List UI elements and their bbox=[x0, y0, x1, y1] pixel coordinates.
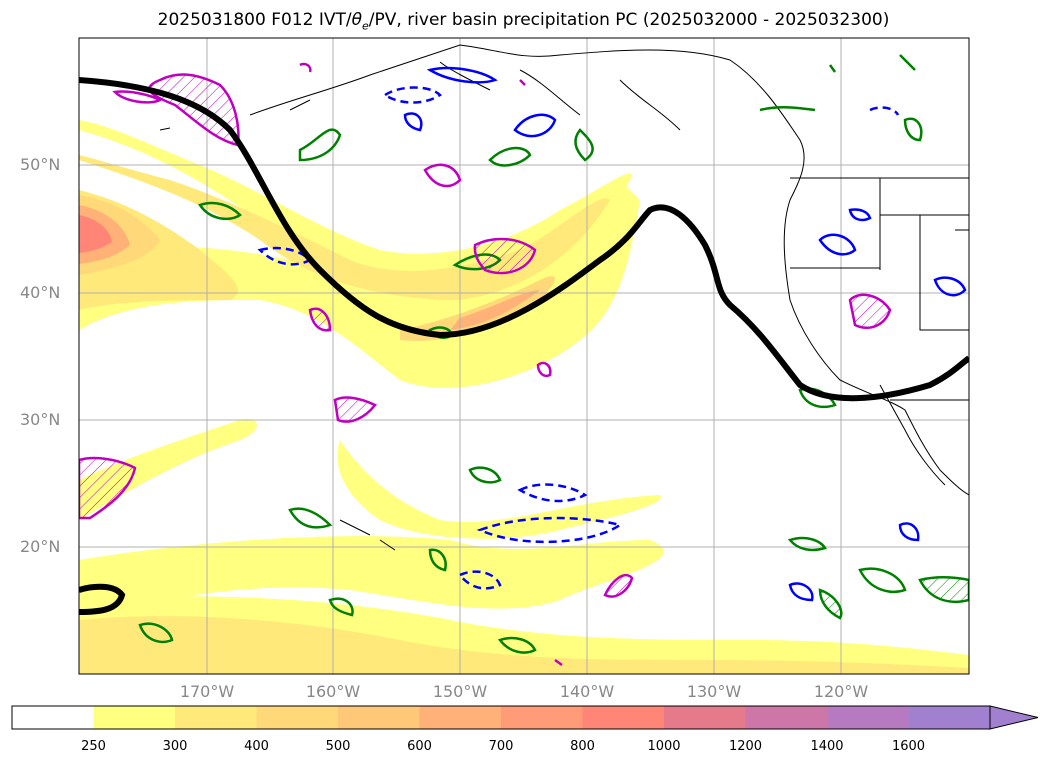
jet-stream-line-sw bbox=[79, 583, 126, 615]
colorbar-outline bbox=[11, 705, 991, 730]
colorbar-segment bbox=[501, 706, 583, 729]
colorbar-segment bbox=[12, 706, 94, 729]
colorbar-segment bbox=[664, 706, 746, 729]
jet-stream-line bbox=[79, 77, 969, 402]
ivt-shading bbox=[79, 120, 969, 674]
colorbar-segment bbox=[908, 706, 991, 729]
colorbar-segment bbox=[175, 706, 257, 729]
colorbar-tick-label: 600 bbox=[407, 739, 432, 754]
lat-label-20n: 20°N bbox=[20, 537, 61, 556]
colorbar-tick-label: 1000 bbox=[647, 739, 681, 754]
lon-label-150w: 150°W bbox=[432, 682, 488, 701]
colorbar-tick-label: 1600 bbox=[891, 739, 926, 754]
coastlines bbox=[159, 44, 969, 551]
lat-label-50n: 50°N bbox=[20, 155, 61, 174]
colorbar-segment bbox=[93, 706, 176, 729]
colorbar-tick-label: 250 bbox=[81, 739, 106, 754]
colorbar-segment bbox=[827, 706, 909, 729]
colorbar-tick-label: 800 bbox=[570, 739, 595, 754]
colorbar-tick-label: 1400 bbox=[810, 739, 844, 754]
map-frame bbox=[78, 37, 970, 675]
colorbar-segment bbox=[256, 706, 339, 729]
colorbar-tick-label: 500 bbox=[325, 739, 351, 754]
colorbar-segment bbox=[582, 706, 665, 729]
lon-label-130w: 130°W bbox=[686, 682, 742, 701]
colorbar-segment bbox=[419, 706, 502, 729]
colorbar-tick-label: 300 bbox=[162, 739, 188, 754]
colorbar-segment bbox=[745, 706, 828, 729]
colorbar-segment bbox=[338, 706, 420, 729]
lat-label-40n: 40°N bbox=[20, 283, 61, 302]
pv-contours bbox=[403, 66, 967, 602]
lon-label-160w: 160°W bbox=[305, 682, 361, 701]
precip-contours bbox=[79, 62, 892, 667]
colorbar-extend-arrow bbox=[989, 705, 1039, 730]
colorbar-tick-label: 400 bbox=[244, 739, 269, 754]
map-gridlines bbox=[79, 38, 969, 674]
theta-e-hatched bbox=[820, 577, 969, 618]
colorbar-tick-label: 1200 bbox=[728, 739, 763, 754]
colorbar-tick-label: 700 bbox=[488, 739, 514, 754]
lat-label-30n: 30°N bbox=[20, 410, 61, 429]
map-title: 2025031800 F012 IVT/θe/PV, river basin p… bbox=[157, 10, 890, 33]
lon-label-170w: 170°W bbox=[179, 682, 235, 701]
map-area bbox=[79, 38, 969, 674]
lon-label-120w: 120°W bbox=[813, 682, 869, 701]
colorbar bbox=[11, 705, 1039, 730]
lon-label-140w: 140°W bbox=[559, 682, 615, 701]
